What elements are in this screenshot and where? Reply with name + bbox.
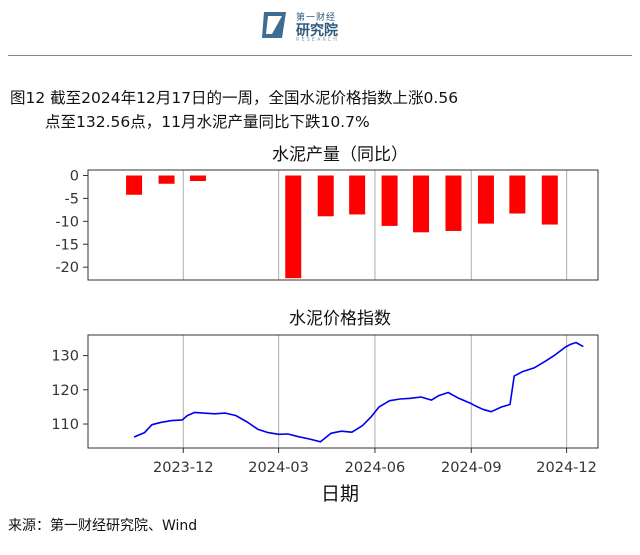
line-y-tick-label-2: 130 <box>51 349 79 365</box>
line-panel-title: 水泥价格指数 <box>289 309 391 329</box>
bar-y-tick-label-2: -10 <box>55 214 79 230</box>
line-panel: 2023-12 2024-03 2024-06 2024-09 2024-12 110 12… <box>51 334 599 476</box>
bar-2024-05 <box>349 175 366 215</box>
logo-sub-text: RESEARCH <box>296 37 339 43</box>
header-rule <box>8 55 632 56</box>
x-axis-title: 日期 <box>321 483 359 505</box>
bar-2024-11 <box>541 175 558 225</box>
x-tick-label-1: 2024-03 <box>248 460 309 476</box>
line-plot-frame <box>87 334 599 449</box>
figure-caption-line-2: 点至132.56点，11月水泥产量同比下跌10.7% <box>45 113 370 131</box>
bar-2024-03 <box>285 175 302 279</box>
figure-caption-line-1: 图12 截至2024年12月17日的一周，全国水泥价格指数上涨0.56 <box>10 89 459 107</box>
brand-logo: 第一财经 研究院 RESEARCH <box>260 6 380 46</box>
bar-2024-06 <box>381 175 398 226</box>
bar-y-tick-label-0: 0 <box>70 169 79 185</box>
bar-y-tick-label-1: -5 <box>65 191 79 207</box>
bar-2024-10 <box>509 175 526 214</box>
line-y-tick-label-1: 120 <box>51 383 79 399</box>
source-note: 来源：第一财经研究院、Wind <box>8 518 198 534</box>
x-tick-label-3: 2024-09 <box>441 460 502 476</box>
x-tick-label-0: 2023-12 <box>153 460 214 476</box>
bar-plot-frame <box>87 169 599 281</box>
bar-2024-09 <box>477 175 494 224</box>
logo-main-text: 研究院 <box>296 23 338 39</box>
bar-y-tick-label-4: -20 <box>55 260 79 276</box>
line-plot-background <box>88 335 598 448</box>
bar-2024-08 <box>445 175 462 231</box>
line-y-tick-label-0: 110 <box>51 417 79 433</box>
bar-panel-title: 水泥产量（同比） <box>272 145 408 165</box>
x-tick-label-2: 2024-06 <box>345 460 406 476</box>
bar-2023-11 <box>158 175 175 184</box>
bar-panel: 0 -5 -10 -15 -20 <box>55 169 599 281</box>
logo-top-text: 第一财经 <box>296 13 337 23</box>
logo-mark-icon <box>262 12 286 38</box>
bar-2024-07 <box>413 175 430 233</box>
bar-2023-10 <box>126 175 143 195</box>
x-tick-label-4: 2024-12 <box>536 460 597 476</box>
bar-y-tick-label-3: -15 <box>55 237 79 253</box>
bar-2023-12 <box>189 175 206 181</box>
bar-2024-04 <box>317 175 334 217</box>
cement-price-index-line <box>133 341 584 443</box>
